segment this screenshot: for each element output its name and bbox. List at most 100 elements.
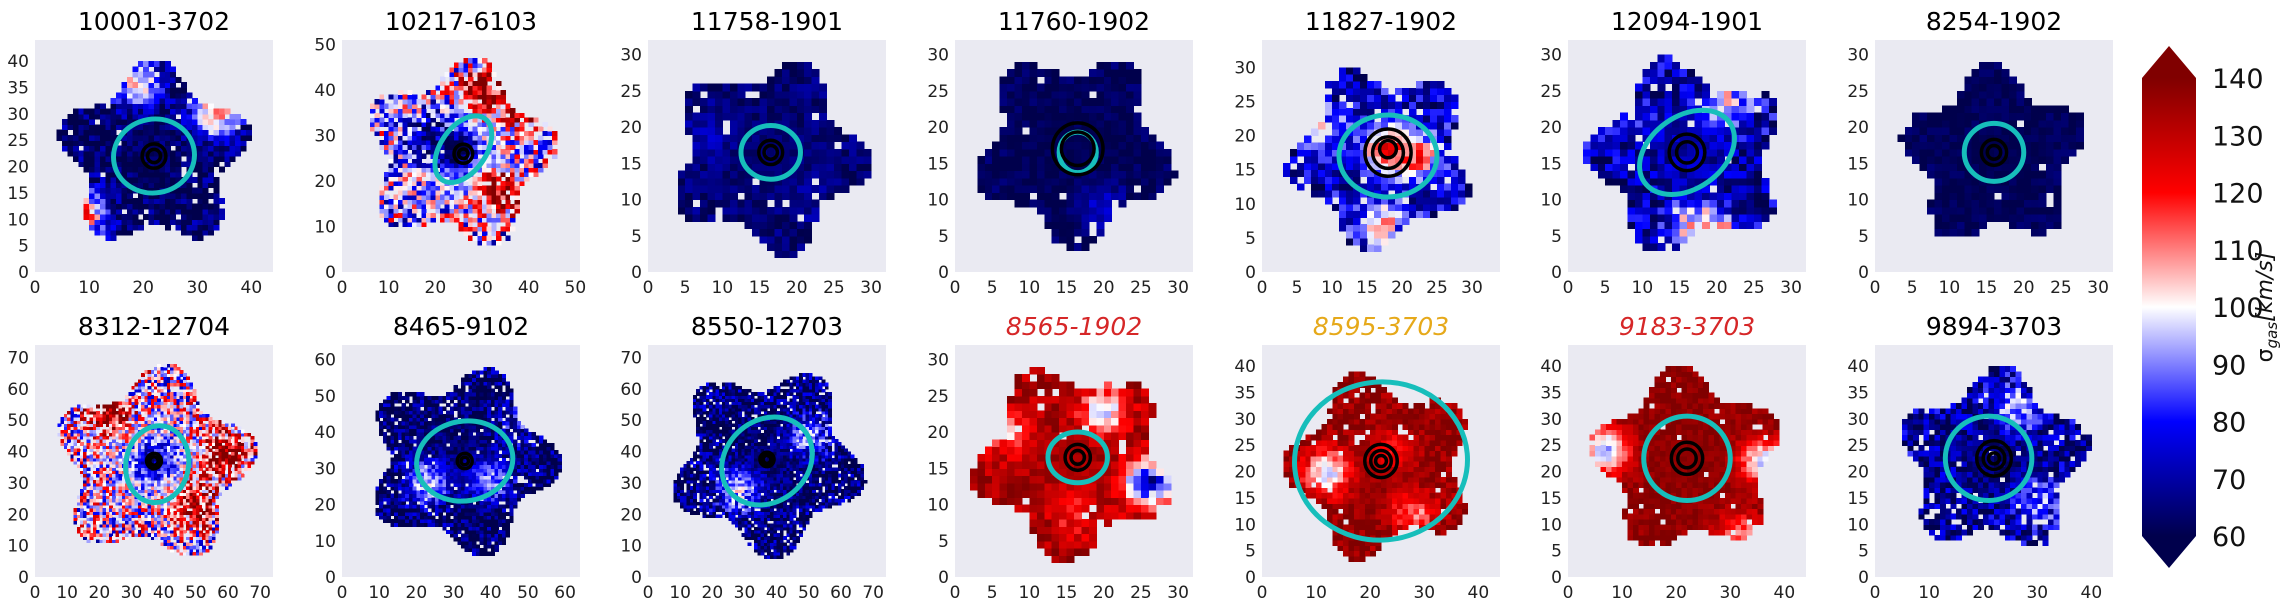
x-tick-label: 20: [1972, 583, 1994, 603]
cyan-ellipse: [1942, 413, 2035, 504]
y-tick-label: 60: [7, 380, 29, 400]
x-tick-label: 40: [241, 278, 263, 298]
subplot-11827-1902: 11827-1902 0 5 10 15 20 25 30 0 5 10 15 20 25 30: [1234, 7, 1500, 298]
x-tick-label: 0: [1257, 583, 1268, 603]
x-tick-label: 30: [734, 583, 756, 603]
y-tick-label: 50: [7, 411, 29, 431]
heatmap-pixels: [673, 373, 868, 559]
y-tick-label: 10: [1540, 515, 1562, 535]
y-tick-label: 20: [1234, 127, 1256, 147]
y-tick-label: 0: [1551, 263, 1562, 283]
x-tick-label: 20: [425, 278, 447, 298]
x-tick-label: 20: [89, 583, 111, 603]
colorbar-label: σgas[km/s]: [2253, 252, 2281, 363]
y-tick-label: 40: [1847, 357, 1869, 377]
x-tick-label: 70: [862, 583, 884, 603]
x-tick-label: 5: [680, 278, 691, 298]
y-tick-label: 70: [620, 349, 642, 369]
x-tick-label: 20: [132, 278, 154, 298]
heatmap-pixels: [1897, 61, 2084, 237]
x-tick-label: 30: [1719, 583, 1741, 603]
cyan-ellipse: [1637, 107, 1737, 197]
y-tick-label: 20: [1847, 118, 1869, 138]
colorbar-tick-label: 130: [2212, 121, 2264, 152]
y-tick-label: 0: [18, 568, 29, 588]
black-contour-0: [757, 138, 785, 167]
y-tick-label: 15: [1847, 489, 1869, 509]
x-tick-label: 60: [217, 583, 239, 603]
x-tick-label: 10: [1305, 583, 1327, 603]
x-tick-label: 50: [185, 583, 207, 603]
y-tick-label: 20: [927, 118, 949, 138]
subplot-title: 8595-3703: [1313, 312, 1449, 341]
subplot-title: 9183-3703: [1619, 312, 1755, 341]
x-tick-label: 30: [1167, 278, 1189, 298]
heatmap-pixels: [1902, 366, 2092, 546]
y-tick-label: 15: [620, 154, 642, 174]
y-tick-label: 30: [7, 105, 29, 125]
x-tick-label: 10: [712, 278, 734, 298]
subplot-title: 11758-1901: [691, 7, 843, 36]
colorbar-tick-label: 90: [2212, 350, 2246, 381]
x-tick-label: 20: [2013, 278, 2035, 298]
y-tick-label: 35: [7, 78, 29, 98]
cyan-ellipse: [1961, 120, 2027, 184]
x-tick-label: 15: [1669, 278, 1691, 298]
x-tick-label: 20: [1706, 278, 1728, 298]
y-tick-label: 5: [1245, 229, 1256, 249]
x-tick-label: 70: [249, 583, 271, 603]
y-tick-label: 5: [1551, 227, 1562, 247]
heatmap-pixels: [969, 366, 1172, 564]
y-tick-label: 30: [620, 474, 642, 494]
x-tick-label: 40: [766, 583, 788, 603]
subplot-8312-12704: 8312-12704 0 10 20 30 40 50 60 70 0 10 20 30 40 50 60 70: [7, 312, 273, 603]
subplot-8254-1902: 8254-1902 0 5 10 15 20 25 30 0 5 10 15 20 25 30: [1847, 7, 2113, 298]
subplot-8595-3703: 8595-3703 0 10 20 30 40 0 5 10 15 20 25 30 35 40: [1234, 312, 1500, 603]
cyan-ellipse: [432, 113, 495, 185]
x-tick-label: 5: [987, 278, 998, 298]
y-tick-label: 20: [927, 423, 949, 443]
colorbar-tick-label: 80: [2212, 408, 2246, 439]
y-tick-label: 20: [620, 118, 642, 138]
colorbar-extend-high: [2142, 46, 2196, 78]
x-tick-label: 15: [1056, 278, 1078, 298]
y-tick-label: 10: [314, 218, 336, 238]
x-tick-label: 40: [153, 583, 175, 603]
cyan-ellipse: [123, 423, 192, 506]
x-tick-label: 60: [554, 583, 576, 603]
x-tick-label: 15: [1056, 583, 1078, 603]
x-tick-label: 50: [517, 583, 539, 603]
y-tick-label: 15: [927, 459, 949, 479]
y-tick-label: 10: [1234, 195, 1256, 215]
heatmap-pixels: [1283, 371, 1469, 562]
y-tick-label: 10: [7, 537, 29, 557]
colorbar-tick-label: 100: [2212, 293, 2264, 324]
black-contour-0: [1979, 137, 2009, 168]
x-tick-label: 10: [1019, 278, 1041, 298]
x-tick-label: 40: [518, 278, 540, 298]
x-tick-label: 15: [1356, 278, 1378, 298]
subplot-10217-6103: 10217-6103 0 10 20 30 40 50 0 10 20 30 40 50: [314, 7, 586, 298]
y-tick-label: 10: [620, 537, 642, 557]
x-tick-label: 0: [643, 278, 654, 298]
subplot-8465-9102: 8465-9102 0 10 20 30 40 50 60 0 10 20 30 40 50 60: [314, 312, 580, 603]
y-tick-label: 20: [1847, 463, 1869, 483]
y-tick-label: 10: [1847, 191, 1869, 211]
y-tick-label: 0: [631, 568, 642, 588]
y-tick-label: 0: [325, 568, 336, 588]
y-tick-label: 0: [1245, 568, 1256, 588]
black-contour-0: [1050, 121, 1105, 177]
x-tick-label: 20: [1391, 278, 1413, 298]
black-contour-1: [459, 455, 471, 467]
y-tick-label: 10: [927, 496, 949, 516]
y-tick-label: 20: [314, 496, 336, 516]
y-tick-label: 10: [7, 210, 29, 230]
x-tick-label: 0: [950, 278, 961, 298]
x-tick-label: 10: [1611, 583, 1633, 603]
y-tick-label: 0: [18, 263, 29, 283]
x-tick-label: 40: [2081, 583, 2103, 603]
subplot-8550-12703: 8550-12703 0 10 20 30 40 50 60 70 0 10 20 30 40 50 60 70: [620, 312, 886, 603]
y-tick-label: 60: [314, 351, 336, 371]
y-tick-label: 15: [7, 184, 29, 204]
black-contour-1: [1368, 448, 1394, 474]
